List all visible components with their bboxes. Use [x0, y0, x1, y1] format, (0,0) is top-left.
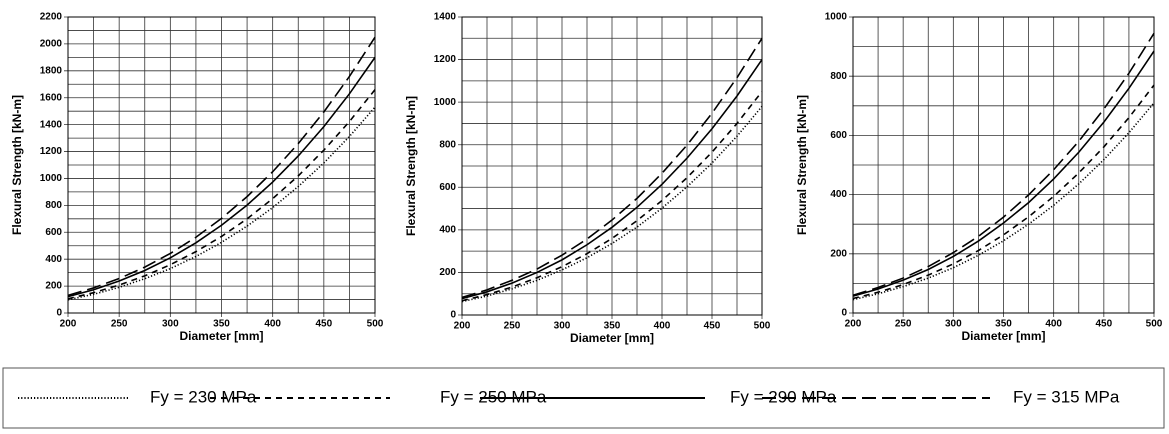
- x-tick-label: 250: [895, 319, 912, 330]
- x-tick-label: 500: [367, 319, 384, 330]
- series-line: [67, 36, 376, 297]
- y-tick-label: 1600: [40, 92, 63, 103]
- x-axis-label: Diameter [mm]: [179, 329, 263, 343]
- y-tick-label: 400: [830, 189, 847, 200]
- x-tick-label: 350: [604, 321, 621, 332]
- legend-label: Fy = 290 MPa: [730, 387, 837, 406]
- x-tick-label: 200: [845, 319, 862, 330]
- y-tick-label: 1800: [40, 65, 63, 76]
- x-tick-label: 200: [454, 321, 471, 332]
- y-tick-label: 200: [45, 281, 62, 292]
- legend-label: Fy = 230 MPa: [150, 387, 257, 406]
- x-tick-label: 450: [1095, 319, 1112, 330]
- y-tick-label: 600: [45, 227, 62, 238]
- series-line: [461, 105, 763, 303]
- y-tick-label: 600: [830, 130, 847, 141]
- legend-label: Fy = 250 MPa: [440, 387, 547, 406]
- y-tick-label: 400: [45, 254, 62, 265]
- y-tick-label: 800: [830, 71, 847, 82]
- x-axis-label: Diameter [mm]: [570, 331, 654, 345]
- x-tick-label: 500: [1146, 319, 1163, 330]
- y-axis-label: Flexural Strength [kN-m]: [10, 95, 24, 235]
- x-tick-label: 450: [704, 321, 721, 332]
- x-tick-label: 350: [213, 319, 230, 330]
- plot-frame: [461, 16, 763, 316]
- y-tick-label: 1400: [434, 12, 457, 23]
- x-tick-label: 300: [554, 321, 571, 332]
- y-tick-label: 0: [56, 308, 62, 319]
- x-tick-label: 250: [111, 319, 128, 330]
- y-tick-label: 0: [841, 308, 847, 319]
- y-tick-label: 400: [439, 224, 456, 235]
- y-axis-label: Flexural Strength [kN-m]: [404, 96, 418, 236]
- y-tick-label: 200: [830, 248, 847, 259]
- x-axis-label: Diameter [mm]: [961, 329, 1045, 343]
- x-tick-label: 300: [162, 319, 179, 330]
- x-tick-label: 350: [995, 319, 1012, 330]
- y-tick-label: 1000: [434, 97, 457, 108]
- y-tick-label: 1400: [40, 119, 63, 130]
- y-tick-label: 1000: [40, 173, 63, 184]
- y-tick-label: 800: [439, 139, 456, 150]
- x-tick-label: 400: [264, 319, 281, 330]
- series-line: [852, 84, 1155, 300]
- y-axis-label: Flexural Strength [kN-m]: [795, 95, 809, 235]
- series-line: [852, 50, 1155, 297]
- y-tick-label: 1000: [825, 12, 848, 23]
- x-tick-label: 200: [60, 319, 77, 330]
- y-tick-label: 2200: [40, 12, 63, 23]
- series-line: [461, 37, 763, 299]
- x-tick-label: 450: [315, 319, 332, 330]
- x-tick-label: 300: [945, 319, 962, 330]
- plot-frame: [852, 16, 1155, 314]
- y-tick-label: 1200: [434, 54, 457, 65]
- x-tick-label: 400: [654, 321, 671, 332]
- y-tick-label: 1200: [40, 146, 63, 157]
- series-line: [852, 102, 1155, 301]
- series-line: [67, 89, 376, 300]
- y-tick-label: 0: [450, 310, 456, 321]
- x-tick-label: 500: [754, 321, 771, 332]
- x-tick-label: 250: [504, 321, 521, 332]
- series-line: [67, 106, 376, 301]
- plot-frame: [67, 16, 376, 314]
- series-line: [461, 59, 763, 300]
- y-tick-label: 800: [45, 200, 62, 211]
- series-line: [852, 32, 1155, 297]
- legend-box: [2, 367, 1165, 429]
- y-tick-label: 600: [439, 182, 456, 193]
- y-tick-label: 2000: [40, 39, 63, 50]
- y-tick-label: 200: [439, 267, 456, 278]
- legend-label: Fy = 315 MPa: [1013, 387, 1120, 406]
- series-line: [67, 56, 376, 298]
- x-tick-label: 400: [1045, 319, 1062, 330]
